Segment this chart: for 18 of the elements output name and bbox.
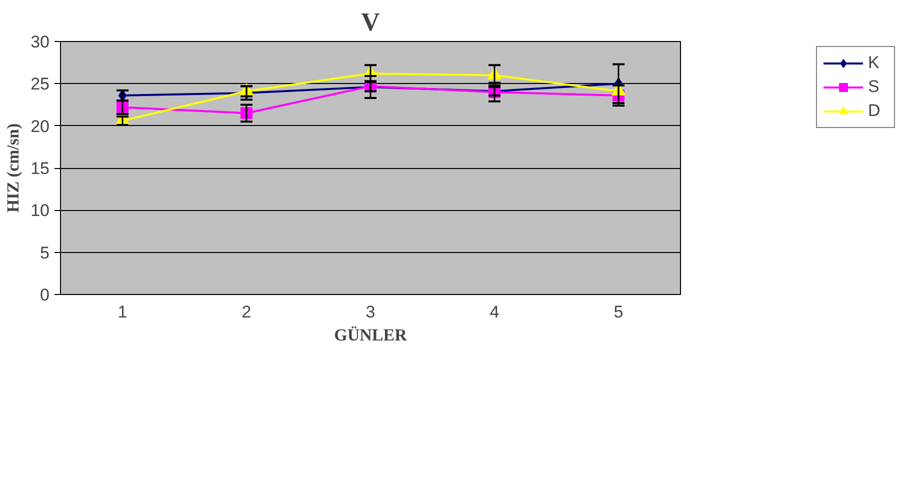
- y-tick-label: 5: [40, 243, 50, 262]
- x-axis-title: GÜNLER: [334, 326, 408, 344]
- y-tick-label: 10: [30, 201, 50, 220]
- x-tick-label: 1: [118, 302, 128, 322]
- legend-label: D: [868, 101, 882, 121]
- y-tick-label: 0: [40, 286, 50, 304]
- legend-label: K: [868, 53, 880, 73]
- y-tick-label: 25: [30, 74, 50, 94]
- x-tick-label: 2: [242, 302, 252, 322]
- x-tick-label: 4: [490, 302, 500, 322]
- x-tick-label: 5: [614, 302, 624, 322]
- y-tick-label: 15: [30, 159, 50, 178]
- chart-title: V: [361, 8, 380, 36]
- x-tick-label: 3: [366, 302, 376, 322]
- y-tick-label: 20: [30, 116, 50, 136]
- y-tick-label: 30: [30, 32, 50, 52]
- y-axis-title: HIZ (cm/sn): [4, 123, 23, 213]
- legend-label: S: [868, 77, 880, 97]
